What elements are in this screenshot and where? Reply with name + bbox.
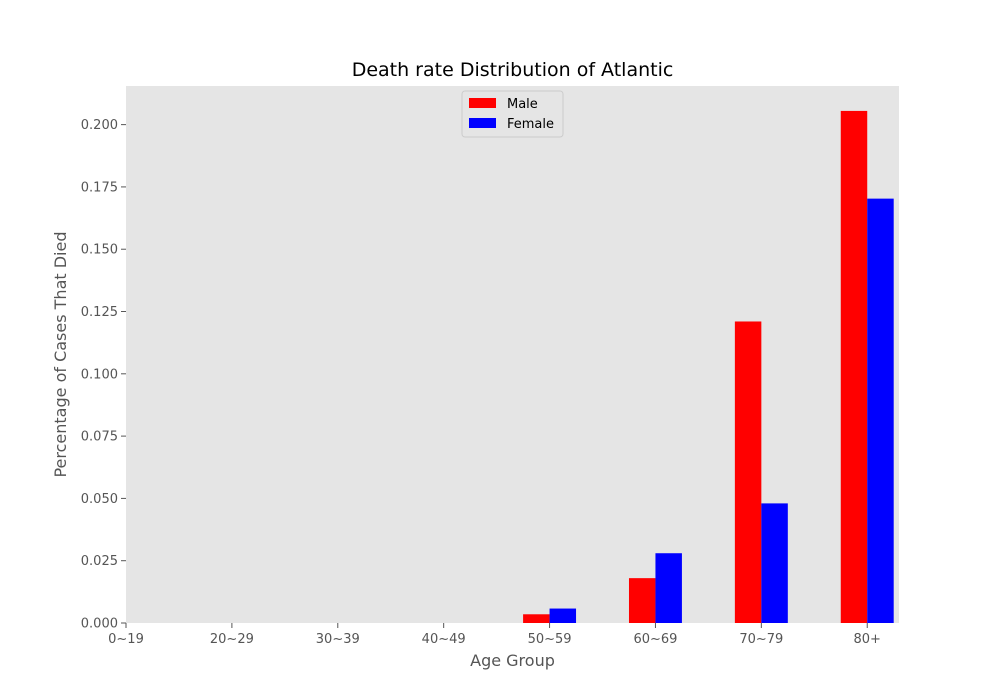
bars-group [523,110,894,624]
legend-label-male: Male [507,97,538,112]
y-tick-label: 0.100 [81,367,118,382]
bar-female-4 [549,608,577,623]
x-tick-label: 60~69 [633,632,677,647]
bar-male-6 [734,321,762,623]
y-tick-label: 0.200 [81,118,118,133]
y-axis-label: Percentage of Cases That Died [51,231,70,477]
x-tick-label: 50~59 [528,632,572,647]
chart-title: Death rate Distribution of Atlantic [352,59,674,81]
legend: Male Female [461,90,564,138]
bar-female-5 [655,553,682,623]
bar-female-7 [867,198,894,624]
bar-female-6 [761,503,788,623]
legend-swatch-female [469,118,496,128]
x-tick-label: 20~29 [210,632,254,647]
bar-male-7 [840,110,868,623]
x-axis-ticks: 0~19 20~29 30~39 40~49 50~59 60~69 70~79 80+ [108,623,881,647]
bar-male-5 [628,578,656,623]
y-tick-label: 0.000 [81,617,118,632]
x-tick-label: 40~49 [422,632,466,647]
x-tick-label: 80+ [854,632,881,647]
x-tick-label: 30~39 [316,632,360,647]
y-tick-label: 0.175 [81,180,118,195]
y-tick-label: 0.050 [81,492,118,507]
x-tick-label: 0~19 [108,632,144,647]
y-tick-label: 0.150 [81,243,118,258]
legend-label-female: Female [507,117,554,132]
y-axis-ticks: 0.000 0.025 0.050 0.075 0.100 0.125 0.150 0.175… [81,118,126,632]
y-tick-label: 0.125 [81,305,118,320]
x-axis-label: Age Group [470,651,555,670]
x-tick-label: 70~79 [739,632,783,647]
y-tick-label: 0.075 [81,430,118,445]
legend-swatch-male [469,98,496,108]
y-tick-label: 0.025 [81,554,118,569]
bar-male-4 [523,614,550,623]
